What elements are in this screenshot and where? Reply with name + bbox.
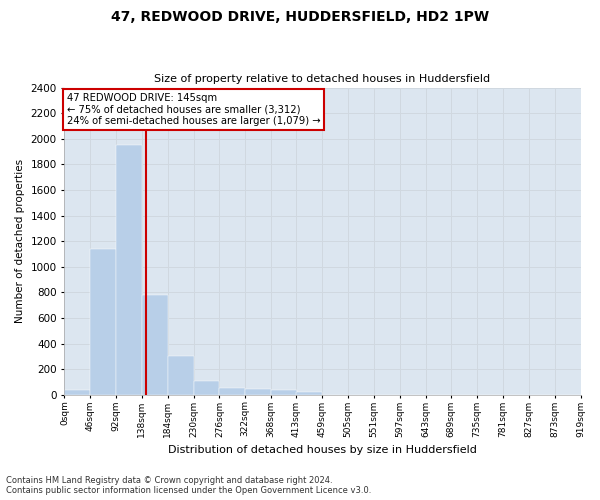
Title: Size of property relative to detached houses in Huddersfield: Size of property relative to detached ho… bbox=[154, 74, 491, 84]
Bar bbox=[194, 382, 220, 394]
Bar bbox=[64, 390, 90, 394]
X-axis label: Distribution of detached houses by size in Huddersfield: Distribution of detached houses by size … bbox=[168, 445, 477, 455]
Bar bbox=[142, 295, 168, 394]
Bar bbox=[116, 145, 142, 394]
Bar bbox=[271, 390, 297, 394]
Text: Contains HM Land Registry data © Crown copyright and database right 2024.
Contai: Contains HM Land Registry data © Crown c… bbox=[6, 476, 371, 495]
Bar bbox=[220, 388, 245, 394]
Bar bbox=[90, 250, 116, 394]
Bar bbox=[245, 389, 271, 394]
Bar bbox=[168, 356, 194, 395]
Y-axis label: Number of detached properties: Number of detached properties bbox=[15, 159, 25, 323]
Text: 47 REDWOOD DRIVE: 145sqm
← 75% of detached houses are smaller (3,312)
24% of sem: 47 REDWOOD DRIVE: 145sqm ← 75% of detach… bbox=[67, 92, 320, 126]
Text: 47, REDWOOD DRIVE, HUDDERSFIELD, HD2 1PW: 47, REDWOOD DRIVE, HUDDERSFIELD, HD2 1PW bbox=[111, 10, 489, 24]
Bar bbox=[296, 392, 322, 394]
